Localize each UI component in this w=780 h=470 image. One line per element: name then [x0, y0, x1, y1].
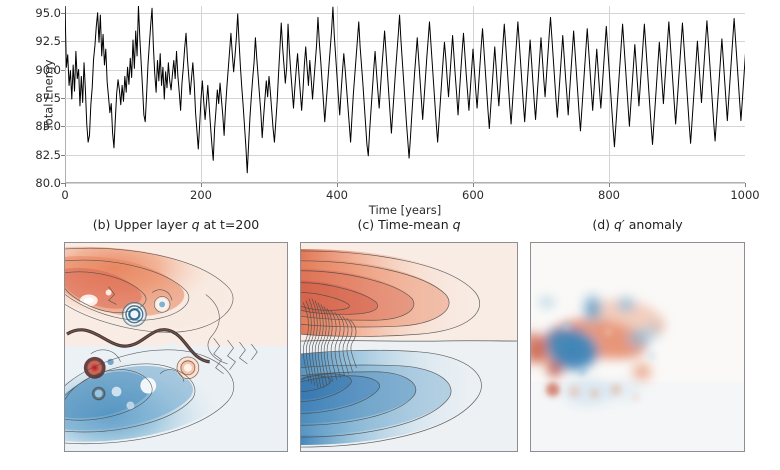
- y-tick-label: 95.0: [35, 5, 61, 20]
- panel-d-title-variable: q′: [613, 217, 625, 232]
- gridline-horizontal: [65, 69, 745, 71]
- x-tick-label: 0: [61, 188, 69, 202]
- gridline-horizontal: [65, 183, 745, 184]
- x-tick-label: 600: [462, 188, 484, 202]
- panel-d-title: (d) q′ anomaly: [592, 217, 682, 232]
- gridline-horizontal: [65, 126, 745, 128]
- panel-b-title-suffix: at t=200: [199, 217, 260, 232]
- panel-d-small-blobs: [545, 321, 657, 402]
- gridline-horizontal: [65, 12, 745, 14]
- y-tick-label: 92.5: [35, 34, 61, 49]
- panel-b-title-prefix: (b) Upper layer: [92, 217, 192, 232]
- x-tick-mark: [745, 183, 746, 187]
- gridline-vertical: [473, 6, 474, 183]
- y-tick-label: 87.5: [35, 90, 61, 105]
- y-tick-mark: [61, 154, 65, 156]
- panel-c-zero-contour: [301, 339, 517, 342]
- panel-b-field: [65, 243, 287, 451]
- panel-d-anomaly: (d) q′ anomaly: [530, 217, 745, 452]
- y-tick-mark: [61, 97, 65, 99]
- gridline-vertical: [337, 6, 338, 183]
- x-axis-label: Time [years]: [368, 203, 442, 217]
- y-tick-mark: [61, 69, 65, 71]
- panel-c-field: [301, 243, 517, 451]
- y-tick-label: 90.0: [35, 62, 61, 77]
- panel-c-title-variable: q: [452, 217, 461, 232]
- panel-b-contours: [65, 247, 258, 445]
- x-tick-mark: [65, 183, 66, 187]
- panel-c-contours: [301, 250, 482, 448]
- y-tick-mark: [61, 126, 65, 128]
- x-tick-mark: [337, 183, 338, 187]
- y-tick-mark: [61, 41, 65, 43]
- y-tick-label: 85.0: [35, 119, 61, 134]
- panel-d-anomaly-blobs: [531, 289, 666, 406]
- panel-b-plot-area: [64, 242, 288, 452]
- panel-b-title: (b) Upper layer q at t=200: [93, 217, 260, 232]
- panel-d-plot-area: [530, 242, 745, 452]
- timeseries-line: [65, 6, 745, 174]
- panel-c-title: (c) Time-mean q: [357, 217, 460, 232]
- gridline-horizontal: [65, 41, 745, 43]
- panel-b-title-variable: q: [191, 217, 200, 232]
- x-axis-spine: [65, 182, 745, 183]
- y-axis-label: Total Energy: [41, 59, 56, 130]
- x-tick-label: 200: [190, 188, 212, 202]
- panel-b-upper-layer-snapshot: (b) Upper layer q at t=200: [64, 217, 288, 452]
- gridline-vertical: [609, 6, 610, 183]
- y-tick-mark: [61, 12, 65, 14]
- panel-c-plot-area: [300, 242, 518, 452]
- panel-c-title-prefix: (c) Time-mean: [357, 217, 453, 232]
- x-tick-mark: [473, 183, 474, 187]
- x-tick-mark: [201, 183, 202, 187]
- panel-a-timeseries: 80.0 82.5 85.0 87.5 90.0 92.5 95.0 0 200 400 600 8…: [35, 6, 759, 217]
- y-tick-mark: [61, 183, 65, 184]
- panel-d-field: [531, 243, 744, 451]
- y-tick-label: 80.0: [35, 176, 61, 190]
- gridline-horizontal: [65, 154, 745, 156]
- panel-c-time-mean: (c) Time-mean q: [300, 217, 518, 452]
- x-tick-label: 400: [326, 188, 348, 202]
- x-tick-label: 800: [598, 188, 620, 202]
- y-axis-spine: [65, 6, 66, 183]
- x-tick-mark: [609, 183, 610, 187]
- y-tick-label: 82.5: [35, 147, 61, 162]
- x-tick-label: 1000: [730, 188, 760, 202]
- panel-d-title-suffix: anomaly: [624, 217, 683, 232]
- panel-d-title-prefix: (d): [592, 217, 614, 232]
